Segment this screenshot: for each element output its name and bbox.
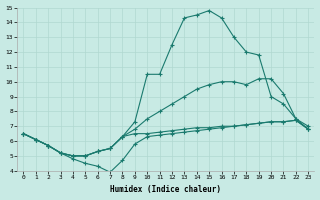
- X-axis label: Humidex (Indice chaleur): Humidex (Indice chaleur): [110, 185, 221, 194]
